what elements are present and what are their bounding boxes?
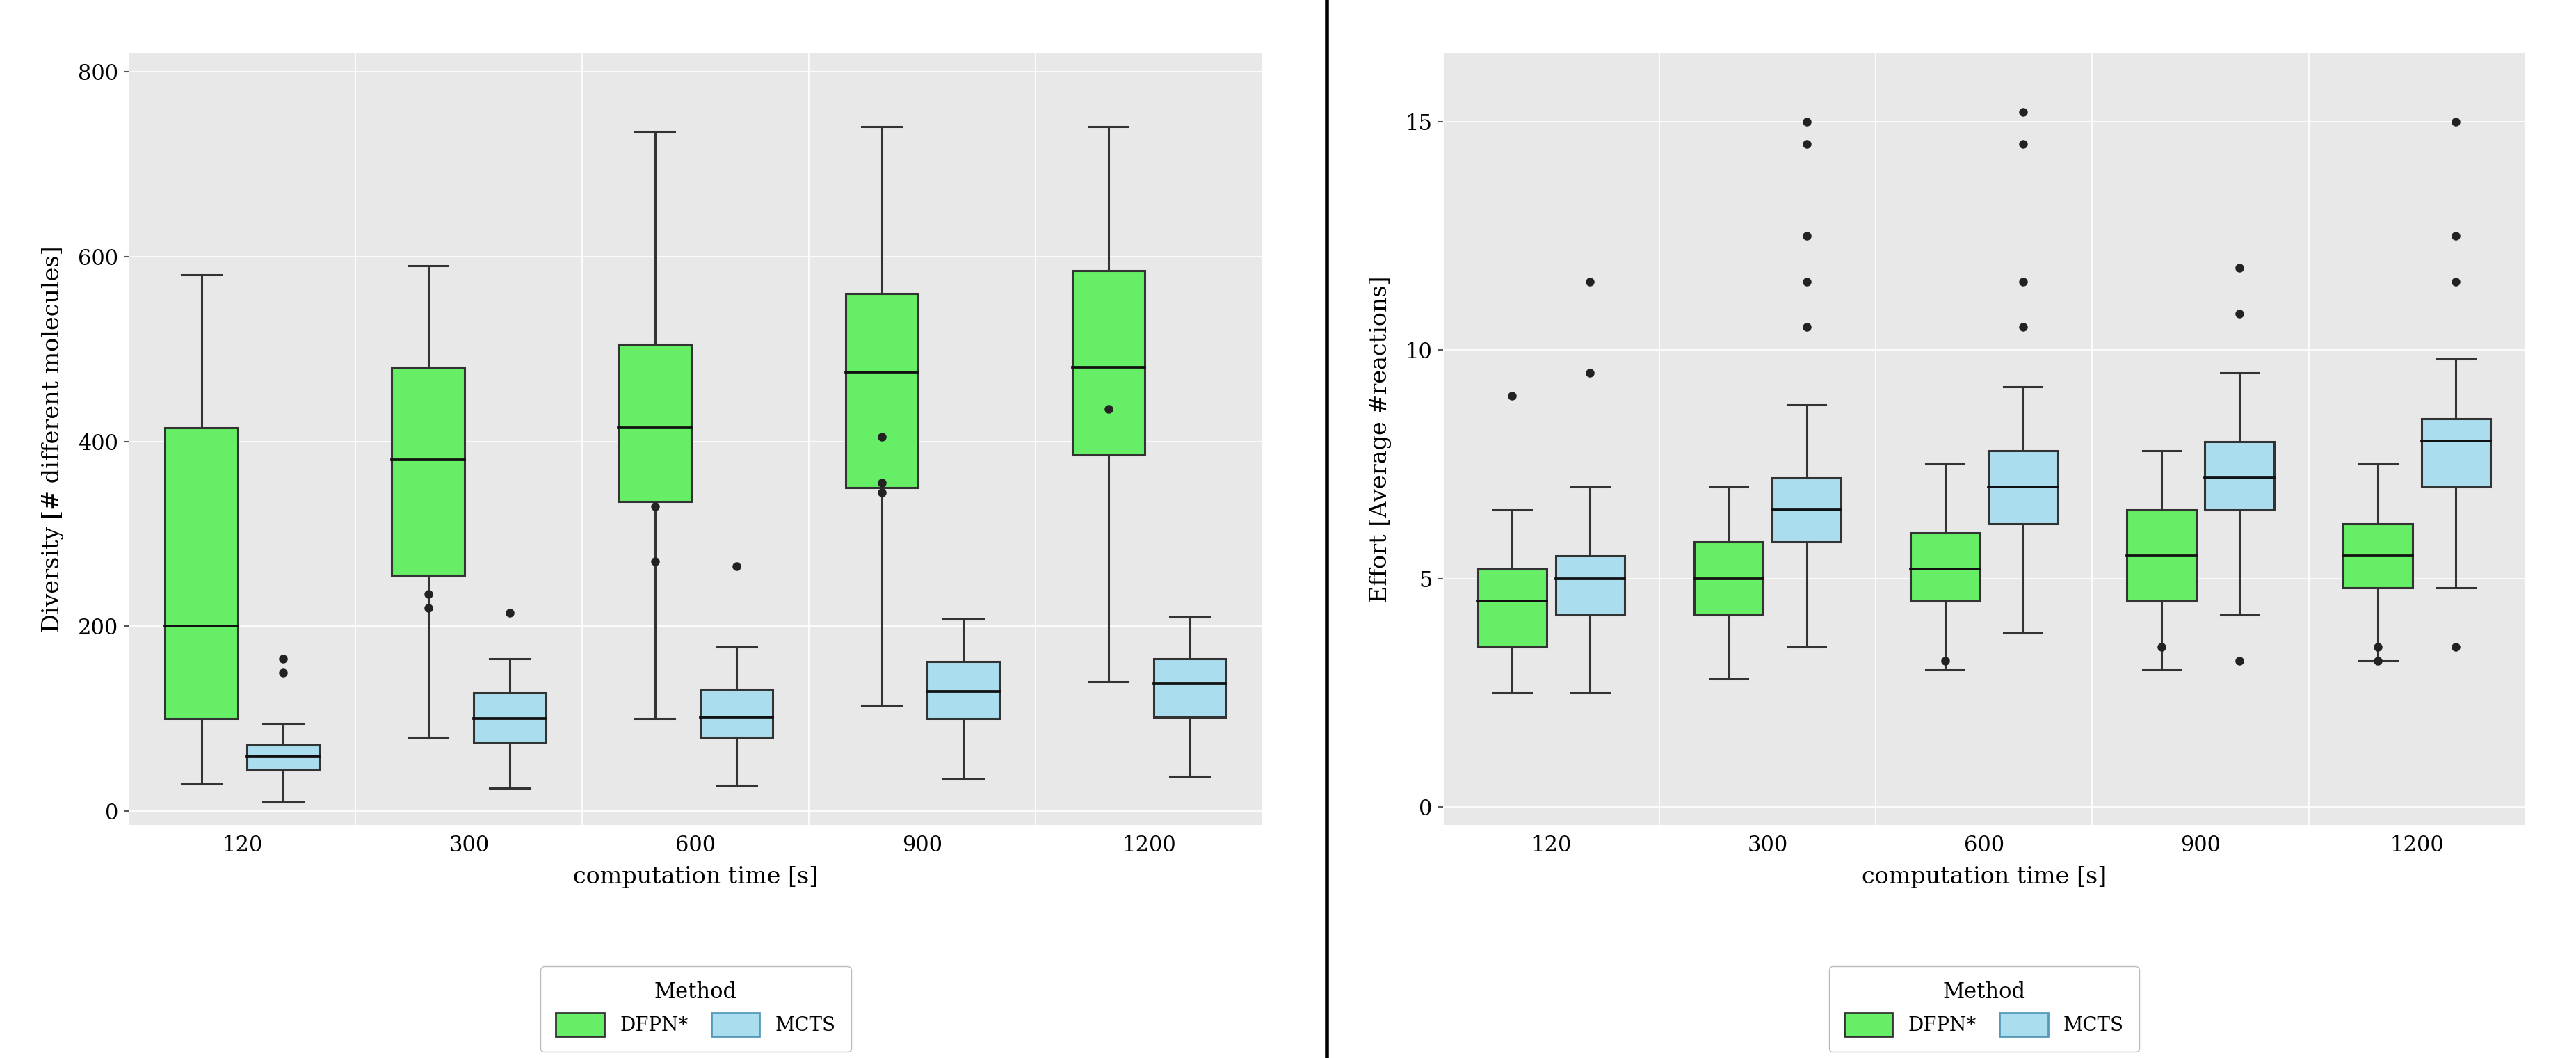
Bar — [1476, 569, 1546, 647]
Bar — [247, 745, 319, 770]
Bar — [927, 661, 999, 718]
Bar — [618, 344, 690, 501]
Bar — [845, 293, 917, 488]
Bar — [1556, 555, 1625, 615]
Legend: DFPN*, MCTS: DFPN*, MCTS — [541, 966, 850, 1052]
Bar — [2342, 524, 2411, 587]
X-axis label: computation time [s]: computation time [s] — [1860, 867, 2107, 889]
Bar — [1909, 533, 1978, 601]
Bar — [165, 427, 237, 718]
Bar — [392, 367, 464, 576]
Bar — [1989, 451, 2058, 524]
Legend: DFPN*, MCTS: DFPN*, MCTS — [1829, 966, 2138, 1052]
X-axis label: computation time [s]: computation time [s] — [572, 867, 819, 889]
Bar — [1154, 659, 1226, 717]
Bar — [2125, 510, 2195, 601]
Y-axis label: Diversity [# different molecules]: Diversity [# different molecules] — [41, 245, 64, 633]
Bar — [1072, 270, 1144, 455]
Bar — [474, 693, 546, 742]
Bar — [1692, 542, 1762, 615]
Bar — [1772, 478, 1842, 542]
Bar — [2421, 419, 2491, 487]
Bar — [701, 689, 773, 737]
Bar — [2205, 441, 2275, 510]
Y-axis label: Effort [Average #reactions]: Effort [Average #reactions] — [1368, 276, 1391, 602]
